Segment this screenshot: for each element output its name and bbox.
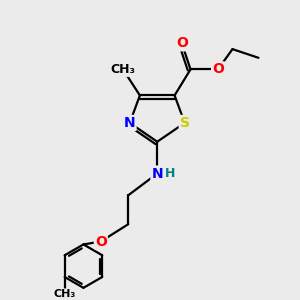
Text: O: O [95,235,107,248]
Text: CH₃: CH₃ [110,63,135,76]
Text: O: O [212,62,224,76]
Text: CH₃: CH₃ [53,289,76,299]
Text: S: S [180,116,190,130]
Text: O: O [176,36,188,50]
Text: N: N [124,116,136,130]
Text: H: H [165,167,175,180]
Text: N: N [152,167,163,181]
